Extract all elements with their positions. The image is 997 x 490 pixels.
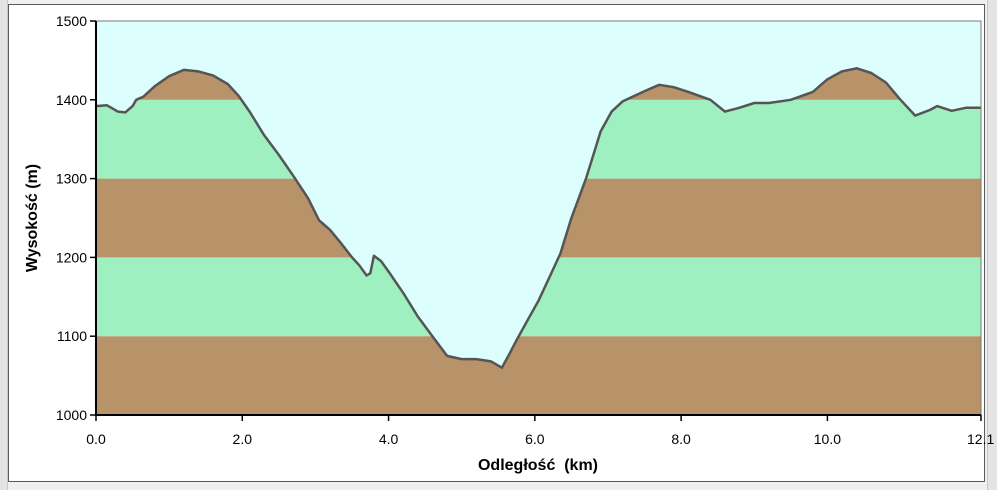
y-tick-label: 1500	[56, 13, 87, 29]
x-tick-label: 8.0	[671, 431, 691, 447]
x-axis-ticks: 0.0 2.0 4.0 6.0 8.0 10.0 12.1	[86, 415, 994, 447]
x-tick-label: 6.0	[525, 431, 545, 447]
y-axis-title: Wysokość (m)	[24, 164, 41, 272]
y-tick-label: 1200	[56, 249, 87, 265]
x-tick-label: 2.0	[233, 431, 253, 447]
window-right-edge	[987, 0, 997, 490]
x-tick-label: 12.1	[967, 431, 994, 447]
elevation-band-1000-1100	[96, 336, 981, 415]
x-tick-label: 4.0	[379, 431, 399, 447]
y-tick-label: 1000	[56, 407, 87, 423]
y-axis-ticks: 1000 1100 1200 1300 1400 1500	[56, 13, 96, 423]
y-tick-label: 1300	[56, 171, 87, 187]
x-tick-label: 10.0	[814, 431, 841, 447]
axes	[95, 21, 981, 416]
terrain-profile-line	[95, 67, 981, 369]
x-tick-label: 0.0	[86, 431, 106, 447]
y-tick-label: 1100	[57, 328, 87, 344]
sky-area	[96, 21, 981, 368]
y-tick-label: 1400	[56, 92, 87, 108]
x-axis-title: Odległość (km)	[478, 457, 598, 474]
window-left-edge	[0, 0, 8, 490]
